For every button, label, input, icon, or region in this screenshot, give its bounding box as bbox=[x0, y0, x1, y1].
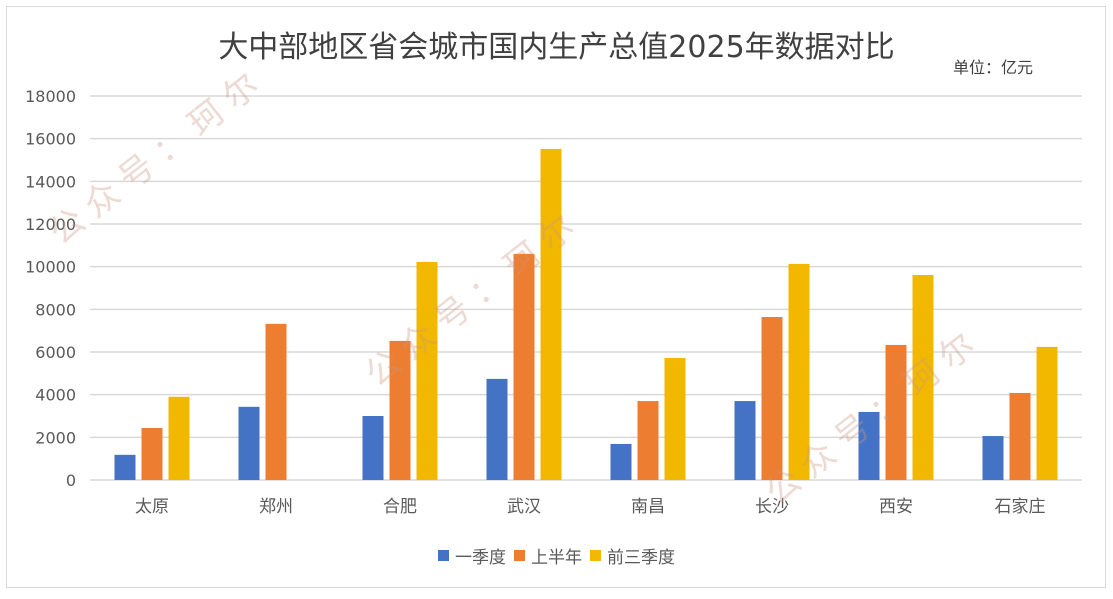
chart-title: 大中部地区省会城市国内生产总值2025年数据对比 bbox=[218, 30, 895, 65]
chart-legend: 一季度 上半年 前三季度 bbox=[0, 543, 1113, 568]
bar[interactable] bbox=[734, 401, 756, 480]
x-tick-label: 西安 bbox=[879, 497, 913, 517]
y-tick-label: 0 bbox=[66, 471, 76, 490]
bar[interactable] bbox=[416, 261, 438, 480]
bar[interactable] bbox=[885, 344, 907, 480]
bars bbox=[114, 148, 1058, 480]
legend-swatch-q3 bbox=[590, 550, 601, 561]
bar[interactable] bbox=[664, 357, 686, 480]
bar[interactable] bbox=[486, 378, 508, 480]
bar[interactable] bbox=[540, 148, 562, 480]
y-tick-label: 14000 bbox=[25, 172, 76, 191]
x-tick-label: 石家庄 bbox=[995, 497, 1046, 517]
bar[interactable] bbox=[858, 411, 880, 480]
x-tick-label: 南昌 bbox=[631, 497, 665, 517]
y-tick-label: 18000 bbox=[25, 87, 76, 106]
legend-label-q3: 前三季度 bbox=[607, 548, 675, 568]
y-tick-label: 16000 bbox=[25, 130, 76, 149]
y-tick-label: 8000 bbox=[35, 300, 76, 319]
bar[interactable] bbox=[637, 401, 659, 480]
y-tick-label: 4000 bbox=[35, 386, 76, 405]
legend-item-h1[interactable]: 上半年 bbox=[514, 543, 582, 568]
y-tick-label: 12000 bbox=[25, 215, 76, 234]
bar[interactable] bbox=[788, 263, 810, 480]
bar[interactable] bbox=[238, 406, 260, 480]
x-tick-label: 合肥 bbox=[383, 497, 417, 517]
bar[interactable] bbox=[141, 427, 163, 480]
legend-item-q1[interactable]: 一季度 bbox=[438, 543, 506, 568]
bar[interactable] bbox=[114, 454, 136, 480]
y-tick-label: 2000 bbox=[35, 428, 76, 447]
bar[interactable] bbox=[912, 274, 934, 480]
bar[interactable] bbox=[168, 396, 190, 480]
bar[interactable] bbox=[265, 323, 287, 480]
unit-label: 单位：亿元 bbox=[953, 58, 1034, 77]
legend-swatch-h1 bbox=[514, 550, 525, 561]
bar[interactable] bbox=[1036, 346, 1058, 480]
bar[interactable] bbox=[389, 340, 411, 480]
y-axis-ticks: 0 2000 4000 6000 8000 10000 12000 14000 16000 180… bbox=[25, 87, 76, 490]
bar[interactable] bbox=[513, 253, 535, 480]
legend-item-q3[interactable]: 前三季度 bbox=[590, 543, 675, 568]
x-tick-label: 长沙 bbox=[755, 497, 789, 517]
y-tick-label: 6000 bbox=[35, 343, 76, 362]
legend-label-q1: 一季度 bbox=[455, 548, 506, 568]
bar[interactable] bbox=[362, 416, 384, 480]
bar[interactable] bbox=[761, 317, 783, 480]
x-tick-label: 武汉 bbox=[507, 497, 541, 517]
x-tick-label: 太原 bbox=[135, 497, 169, 517]
bar[interactable] bbox=[982, 436, 1004, 480]
x-tick-label: 郑州 bbox=[259, 497, 293, 517]
y-tick-label: 10000 bbox=[25, 258, 76, 277]
x-axis-ticks: 太原 郑州 合肥 武汉 南昌 长沙 西安 石家庄 bbox=[135, 497, 1046, 517]
bar[interactable] bbox=[610, 443, 632, 480]
bar[interactable] bbox=[1009, 392, 1031, 480]
legend-label-h1: 上半年 bbox=[531, 548, 582, 568]
legend-swatch-q1 bbox=[438, 550, 449, 561]
